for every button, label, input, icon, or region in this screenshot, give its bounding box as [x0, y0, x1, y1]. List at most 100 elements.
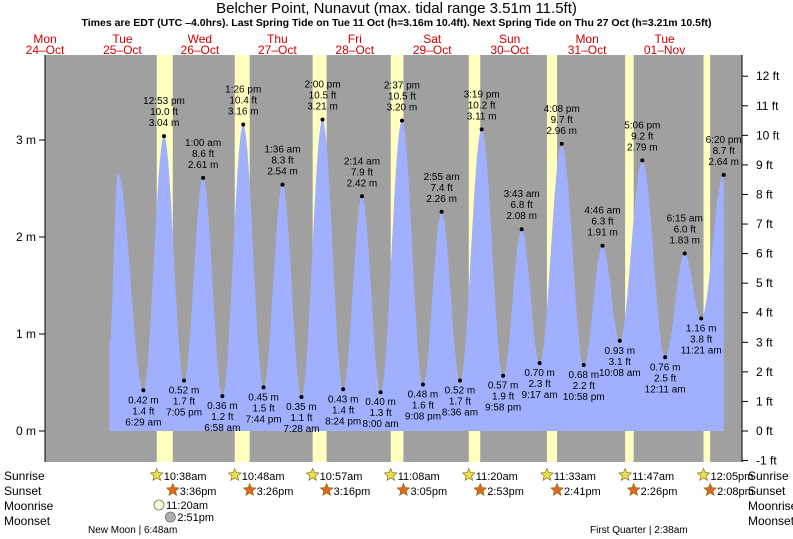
day-label: Thu — [267, 32, 288, 46]
low-tide-point-5 — [220, 394, 225, 399]
high-tide-label: 4:08 pm — [544, 104, 580, 115]
high-tide-label: 10.0 ft — [150, 107, 178, 118]
low-tide-label: 0.57 m — [488, 381, 519, 392]
sunset-time: 3:05pm — [410, 486, 447, 498]
sunset-time: 2:26pm — [641, 486, 678, 498]
low-tide-label: 10:08 am — [599, 368, 641, 379]
moonrise-row-label-left: Moonrise — [4, 499, 54, 513]
low-tide-label: 1.4 ft — [332, 405, 354, 416]
tide-area — [109, 119, 724, 431]
right-tick-label: 4 ft — [756, 306, 773, 320]
sunset-time: 3:26pm — [257, 486, 294, 498]
sunset-time: 2:41pm — [564, 486, 601, 498]
high-tide-point-10 — [320, 117, 325, 122]
high-tide-label: 6.0 ft — [674, 224, 696, 235]
day-label: Mon — [33, 32, 56, 46]
high-tide-point-24 — [600, 243, 605, 248]
sunrise-time: 11:20am — [476, 471, 518, 483]
high-tide-point-22 — [559, 141, 564, 146]
high-tide-label: 6:15 am — [667, 213, 703, 224]
high-tide-label: 2.08 m — [506, 211, 537, 222]
right-tick-label: 8 ft — [756, 187, 773, 201]
high-tide-label: 1:36 am — [264, 145, 300, 156]
low-tide-label: 0.42 m — [128, 395, 159, 406]
high-tide-label: 10.4 ft — [229, 95, 257, 106]
sunrise-row-label-left: Sunrise — [4, 469, 45, 483]
low-tide-label: 1.9 ft — [492, 392, 514, 403]
low-tide-label: 0.48 m — [408, 389, 439, 400]
high-tide-label: 2.61 m — [188, 160, 219, 171]
low-tide-point-19 — [501, 373, 506, 378]
right-tick-label: 7 ft — [756, 217, 773, 231]
sunset-row-label-right: Sunset — [748, 484, 786, 498]
high-tide-label: 2:00 pm — [304, 80, 340, 91]
low-tide-label: 0.52 m — [169, 386, 200, 397]
high-tide-label: 3.04 m — [149, 118, 180, 129]
high-tide-label: 7.9 ft — [351, 167, 373, 178]
low-tide-point-11 — [341, 387, 346, 392]
right-tick-label: 5 ft — [756, 276, 773, 290]
low-tide-point-3 — [182, 378, 187, 383]
date-label: 30–Oct — [490, 43, 529, 57]
high-tide-label: 10.5 ft — [388, 92, 416, 103]
sunset-star-icon — [165, 482, 180, 496]
low-tide-label: 1.5 ft — [252, 403, 274, 414]
low-tide-label: 0.43 m — [328, 394, 359, 405]
low-tide-point-25 — [617, 338, 622, 343]
low-tide-label: 1.16 m — [686, 323, 717, 334]
low-tide-point-7 — [261, 385, 266, 390]
high-tide-label: 9.2 ft — [631, 131, 653, 142]
right-tick-label: 6 ft — [756, 247, 773, 261]
right-tick-label: 1 ft — [756, 394, 773, 408]
low-tide-label: 10:58 pm — [563, 392, 605, 403]
low-tide-label: 0.70 m — [524, 368, 555, 379]
day-label: Tue — [654, 32, 675, 46]
low-tide-point-21 — [537, 361, 542, 366]
low-tide-label: 7:05 pm — [166, 408, 202, 419]
low-tide-label: 0.68 m — [568, 370, 599, 381]
moonrise-time: 11:20am — [166, 500, 208, 512]
sunset-time: 2:08pm — [717, 486, 754, 498]
low-tide-label: 1.6 ft — [412, 400, 434, 411]
high-tide-label: 1:00 am — [185, 138, 221, 149]
sunrise-time: 11:08am — [398, 471, 440, 483]
high-tide-label: 3.21 m — [307, 102, 338, 113]
sunrise-time: 10:57am — [320, 471, 363, 483]
chart-title: Belcher Point, Nunavut (max. tidal range… — [216, 0, 577, 17]
low-tide-point-1 — [141, 388, 146, 393]
high-tide-label: 1.91 m — [587, 228, 618, 239]
high-tide-point-2 — [162, 134, 167, 139]
sunrise-star-icon — [149, 467, 164, 481]
low-tide-label: 0.36 m — [207, 401, 238, 412]
high-tide-point-18 — [479, 127, 484, 132]
day-label: Fri — [348, 32, 362, 46]
high-tide-label: 6.3 ft — [591, 217, 613, 228]
left-tick-label: 1 m — [16, 327, 36, 341]
sunrise-time: 12:05pm — [711, 471, 754, 483]
date-label: 27–Oct — [258, 43, 297, 57]
high-tide-label: 3:19 pm — [464, 89, 500, 100]
left-tick-label: 2 m — [16, 230, 36, 244]
date-label: 26–Oct — [181, 43, 220, 57]
high-tide-point-6 — [241, 122, 246, 127]
low-tide-label: 2.3 ft — [528, 379, 550, 390]
high-tide-label: 10.5 ft — [309, 91, 337, 102]
low-tide-label: 7:44 pm — [245, 414, 281, 425]
low-tide-label: 9:17 am — [522, 390, 558, 401]
low-tide-label: 7:28 am — [283, 424, 319, 435]
low-tide-label: 1.1 ft — [290, 413, 312, 424]
high-tide-label: 3.11 m — [467, 111, 497, 122]
moon-phase-first-quarter: First Quarter | 2:38am — [590, 525, 688, 536]
high-tide-label: 2.26 m — [426, 194, 457, 205]
date-label: 25–Oct — [103, 43, 142, 57]
left-tick-label: 3 m — [16, 133, 36, 147]
moonset-row-label-right: Moonset — [748, 514, 793, 528]
low-tide-label: 2.5 ft — [654, 373, 676, 384]
low-tide-label: 0.93 m — [605, 346, 636, 357]
sunset-star-icon — [703, 482, 718, 496]
high-tide-label: 2.96 m — [546, 126, 577, 137]
low-tide-label: 3.8 ft — [690, 334, 712, 345]
low-tide-label: 0.76 m — [650, 362, 681, 373]
high-tide-label: 3.16 m — [228, 106, 259, 117]
sunrise-time: 10:48am — [242, 471, 285, 483]
